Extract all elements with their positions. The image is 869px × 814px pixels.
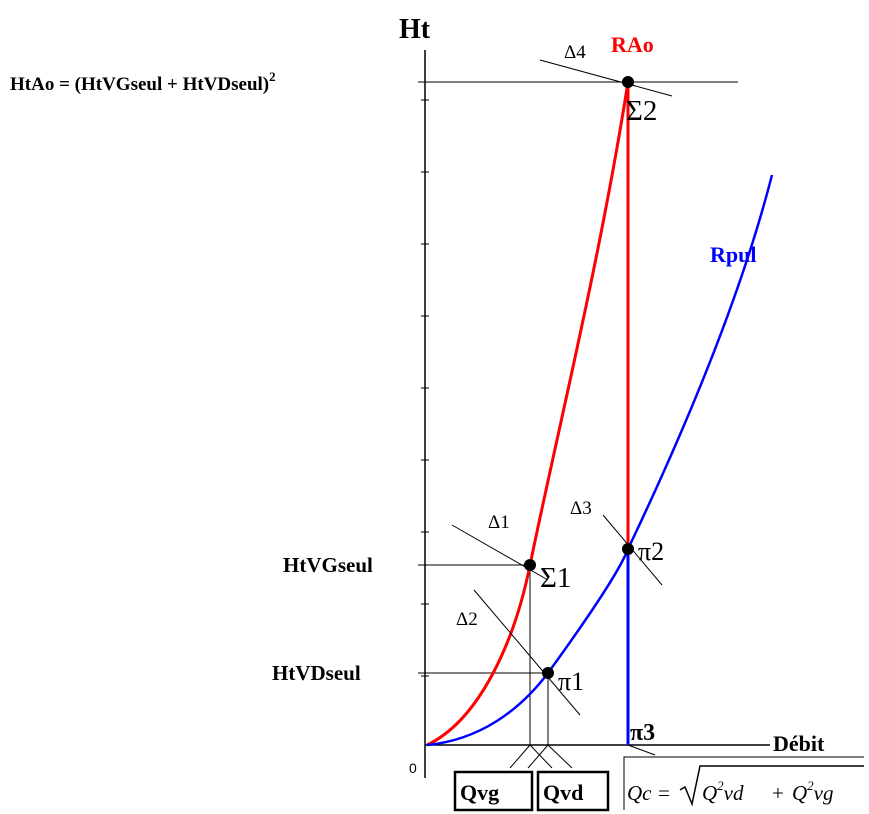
x-axis-label: Débit [773, 731, 825, 756]
delta2-label: Δ2 [456, 609, 478, 630]
qvg-box-label: Qvg [460, 780, 499, 805]
y-axis-label: Ht [399, 14, 431, 45]
qc-formula: Qc = Q2vd + Q2vg [623, 756, 864, 810]
pi2-point [622, 543, 634, 555]
delta1-tangent [451, 524, 549, 581]
rpul-label: Rpul [710, 242, 756, 267]
htao-label: HtAo = (HtVGseul + HtVDseul)2 [10, 69, 276, 95]
sqrt-sign [679, 765, 864, 807]
y-axis-ticks [421, 99, 429, 677]
delta1-label: Δ1 [488, 512, 510, 533]
pi1-label: π1 [558, 667, 584, 696]
delta4-tangent [539, 59, 673, 97]
box-connectors [509, 744, 656, 769]
delta4-label: Δ4 [564, 42, 586, 63]
pi3-label: π3 [630, 720, 655, 746]
sigma2-point [622, 76, 634, 88]
htvd-label: HtVDseul [272, 661, 361, 685]
htvg-label: HtVGseul [283, 553, 373, 577]
qvd-box [536, 770, 610, 812]
sigma2-label: Σ2 [626, 95, 657, 127]
delta3-label: Δ3 [570, 498, 592, 519]
pi2-label: π2 [638, 537, 664, 566]
rao-curve [426, 81, 630, 747]
qc-formula-plus: + [772, 781, 784, 805]
qvg-box [453, 770, 534, 812]
sigma1-point [524, 559, 536, 571]
rao-label: RAo [611, 32, 654, 57]
delta2-tangent [473, 589, 581, 716]
qvd-box-label: Qvd [543, 780, 583, 805]
qc-formula-term1: Q2vd [702, 778, 744, 805]
qc-formula-term2: Q2vg [792, 778, 834, 805]
pi1-point [542, 667, 554, 679]
sigma1-label: Σ1 [540, 562, 571, 594]
qc-formula-lhs: Qc = [627, 781, 671, 805]
rpul-curve [426, 174, 774, 747]
origin-label: 0 [409, 760, 417, 776]
